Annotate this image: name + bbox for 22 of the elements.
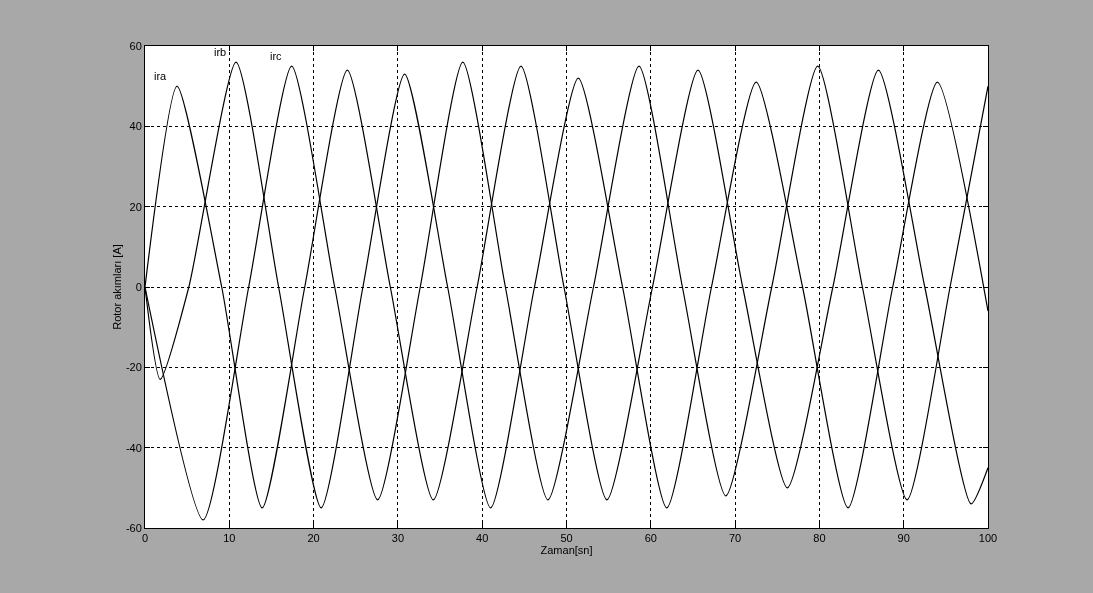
y-tick-label: -40 <box>125 441 142 454</box>
y-tick-label: 60 <box>129 39 142 52</box>
y-tick-label: 20 <box>129 200 142 213</box>
series-label: ira <box>154 70 168 82</box>
y-tick-label: 40 <box>129 120 142 133</box>
x-tick-label: 40 <box>476 532 489 545</box>
x-tick-label: 10 <box>223 532 236 545</box>
y-axis-title: Rotor akımları [A] <box>110 244 123 330</box>
x-tick-label: 30 <box>391 532 405 545</box>
series-label: irc <box>270 50 283 62</box>
x-tick-label: 50 <box>560 532 573 545</box>
x-axis-title: Zaman[sn] <box>540 544 593 557</box>
y-tick-label: -20 <box>125 361 142 374</box>
x-tick-label: 90 <box>897 532 910 545</box>
x-tick-label: 80 <box>813 532 826 545</box>
x-tick-label: 60 <box>644 532 657 545</box>
legend-label: irb <box>214 46 227 58</box>
y-tick-label: -60 <box>125 521 142 534</box>
x-tick-label: 20 <box>307 532 320 545</box>
x-tick-label: 70 <box>728 532 742 545</box>
y-tick-label: 0 <box>135 280 142 293</box>
x-tick-label: 100 <box>978 532 998 545</box>
